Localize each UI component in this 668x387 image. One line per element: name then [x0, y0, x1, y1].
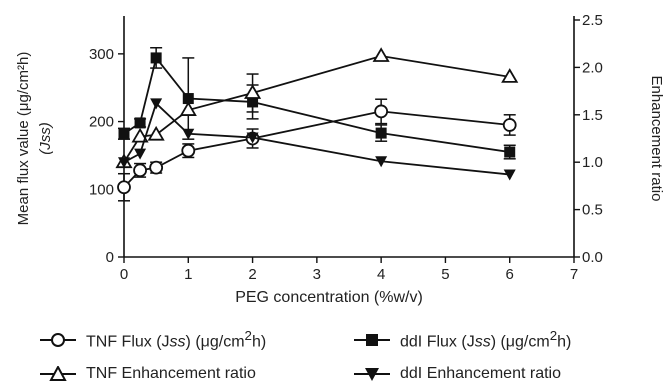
- y-right-tick-label: 1.5: [582, 107, 603, 124]
- y-right-tick-label: 2.0: [582, 59, 603, 76]
- x-axis-label: PEG concentration (%w/v): [235, 289, 423, 306]
- data-point-filled-square: [118, 128, 130, 140]
- data-point-open-triangle: [501, 68, 519, 83]
- data-point-filled-square: [182, 93, 194, 105]
- x-tick-label: 1: [184, 266, 192, 283]
- series-line-1: [123, 55, 510, 153]
- chart-legend: TNF Flux (Jss) (μg/cm2h) ddI Flux (Jss) …: [0, 322, 668, 387]
- chart-canvas: 0 1 2 3 4 5 6 7 0 100 200 300 0.0 0.5 1.0 1.5 2.0 2.5 PEG …: [15, 12, 665, 306]
- data-point-open-triangle: [372, 47, 390, 62]
- y-left-tick-label: 200: [89, 114, 114, 131]
- x-tick-label: 7: [570, 266, 578, 283]
- data-point-filled-triangle: [375, 156, 388, 168]
- y-left-axis-label: Mean flux value (μg/cm²h): [15, 52, 32, 226]
- x-tick-label: 6: [506, 266, 514, 283]
- y-left-tick-label: 300: [89, 46, 114, 63]
- data-point-filled-triangle: [246, 132, 259, 144]
- chart-plot-area: [115, 47, 519, 202]
- legend-marker-open-circle: [40, 332, 76, 347]
- data-point-open-triangle: [179, 101, 197, 116]
- data-point-open-circle: [181, 143, 196, 158]
- y-right-tick-label: 2.5: [582, 12, 603, 29]
- series-line-2: [123, 55, 510, 163]
- data-point-filled-triangle: [503, 169, 516, 181]
- legend-item-ddi-enhancement: ddI Enhancement ratio: [354, 365, 561, 383]
- y-right-tick-label: 0.0: [582, 249, 603, 266]
- data-point-filled-triangle: [134, 148, 147, 160]
- data-point-filled-triangle: [182, 128, 195, 140]
- data-point-filled-square: [504, 146, 516, 158]
- legend-item-tnf-flux: TNF Flux (Jss) (μg/cm2h): [40, 328, 266, 351]
- y-right-tick-label: 0.5: [582, 202, 603, 219]
- x-tick-label: 0: [120, 266, 128, 283]
- data-point-open-circle: [502, 118, 517, 132]
- data-point-filled-square: [134, 117, 146, 129]
- data-point-filled-square: [150, 52, 162, 64]
- y-left-axis-sublabel: (Jss): [37, 122, 54, 155]
- data-point-open-circle: [117, 180, 131, 195]
- data-point-filled-triangle: [118, 157, 130, 169]
- data-point-open-circle: [149, 160, 164, 175]
- x-tick-label: 4: [377, 266, 385, 283]
- data-point-open-circle: [374, 104, 389, 119]
- data-point-open-circle: [133, 163, 147, 178]
- y-right-tick-label: 1.0: [582, 154, 603, 171]
- y-right-axis-label: Enhancement ratio: [648, 76, 665, 202]
- legend-label-ddi-flux: ddI Flux (Jss) (μg/cm2h): [400, 328, 572, 351]
- y-left-tick-label: 0: [106, 249, 114, 266]
- data-point-filled-square: [375, 127, 387, 139]
- y-left-tick-label: 100: [89, 181, 114, 198]
- legend-label-tnf-flux: TNF Flux (Jss) (μg/cm2h): [86, 328, 267, 351]
- data-point-open-triangle: [131, 127, 149, 143]
- x-tick-label: 5: [441, 266, 449, 283]
- data-point-open-triangle: [147, 125, 165, 141]
- legend-marker-filled-triangle-down: [354, 368, 390, 381]
- data-point-filled-triangle: [150, 98, 163, 110]
- data-point-open-triangle: [244, 84, 262, 99]
- legend-item-tnf-enhancement: TNF Enhancement ratio: [40, 365, 256, 383]
- legend-label-ddi-enhancement: ddI Enhancement ratio: [400, 365, 561, 382]
- legend-item-ddi-flux: ddI Flux (Jss) (μg/cm2h): [354, 328, 571, 351]
- legend-marker-filled-square: [354, 333, 390, 346]
- x-tick-label: 2: [248, 266, 256, 283]
- legend-label-tnf-enhancement: TNF Enhancement ratio: [86, 365, 256, 382]
- legend-marker-open-triangle-up: [40, 366, 76, 381]
- chart-axes: 0 1 2 3 4 5 6 7 0 100 200 300 0.0 0.5 1.0 1.5 2.0 2.5 PEG …: [15, 12, 665, 306]
- x-tick-label: 3: [313, 266, 321, 283]
